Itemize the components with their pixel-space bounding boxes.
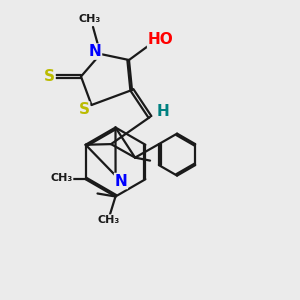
Text: CH₃: CH₃: [79, 14, 101, 25]
Text: S: S: [44, 69, 55, 84]
Text: N: N: [115, 173, 127, 188]
Text: S: S: [79, 102, 89, 117]
Text: H: H: [156, 104, 169, 119]
Text: N: N: [89, 44, 101, 59]
Text: HO: HO: [148, 32, 173, 47]
Text: CH₃: CH₃: [98, 215, 120, 225]
Text: CH₃: CH₃: [50, 173, 73, 183]
